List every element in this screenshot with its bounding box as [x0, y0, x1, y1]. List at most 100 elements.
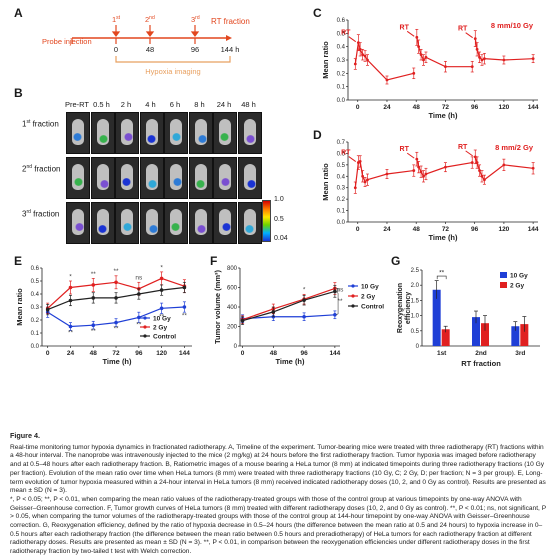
tumor-signal: [75, 223, 84, 231]
y-tick-label: 0.2: [337, 71, 346, 77]
data-point: [333, 313, 337, 317]
significance-mark: **: [136, 322, 142, 329]
caption-title: Figure 4.: [10, 431, 40, 440]
y-tick-label: 200: [227, 325, 238, 331]
data-point: [182, 285, 187, 290]
x-tick-label: 144: [179, 350, 190, 357]
legend-marker: [143, 316, 147, 320]
data-point: [68, 298, 73, 303]
mouse-image: [164, 157, 188, 199]
mouse-image: [115, 112, 139, 154]
data-point: [417, 45, 421, 49]
timeline-event-3rd: 3: [191, 15, 195, 24]
data-point: [114, 280, 118, 285]
y-tick-label: 0.0: [31, 344, 40, 350]
colorbar-tick-mid: 0.5: [274, 216, 284, 223]
y-tick-label: 2.5: [411, 268, 420, 274]
tumor-signal: [124, 133, 133, 141]
tumor-signal: [195, 180, 205, 188]
data-point: [302, 314, 306, 319]
y-tick-label: 0.1: [337, 85, 346, 91]
y-tick-label: 0.6: [337, 18, 346, 24]
data-point: [470, 65, 474, 69]
x-tick-label: 96: [471, 104, 479, 111]
mouse-silhouette: [121, 164, 133, 190]
tumor-signal: [74, 178, 83, 186]
y-tick-label: 0.1: [337, 209, 346, 215]
mouse-silhouette: [72, 209, 84, 235]
figure-caption: Figure 4. Real-time monitoring tumor hyp…: [10, 431, 546, 557]
tumor-signal: [173, 178, 182, 186]
rt-marker-label: RT: [341, 30, 351, 37]
timeline-diagram: 1st 2nd 3rd RT fraction Probe injection …: [42, 15, 250, 76]
colorbar-tick-min: 0.04: [274, 235, 288, 242]
panel-label-a: A: [14, 6, 23, 20]
data-point: [91, 323, 96, 327]
timeline-tick-48: 48: [146, 45, 154, 54]
significance-mark: **: [114, 268, 120, 275]
legend-label: 10 Gy: [153, 316, 171, 323]
data-point: [531, 166, 535, 170]
x-axis-label: Time (h): [428, 111, 458, 120]
y-tick-label: 0: [234, 344, 238, 350]
y-tick-label: 800: [227, 266, 238, 272]
category-label: 3rd: [515, 350, 525, 357]
data-point: [444, 165, 447, 169]
mouse-silhouette: [121, 119, 133, 145]
hypoxia-imaging-label: Hypoxia imaging: [145, 67, 200, 76]
tumor-signal: [99, 180, 109, 188]
data-point: [470, 161, 474, 164]
svg-text:1st: 1st: [112, 15, 121, 24]
mouse-silhouette: [219, 164, 231, 190]
data-point: [361, 174, 365, 178]
tumor-signal: [171, 223, 180, 231]
mouse-image: [66, 157, 90, 199]
tumor-signal: [196, 225, 206, 233]
mouse-image: [115, 157, 139, 199]
mouse-image: [139, 157, 164, 199]
legend-marker: [143, 334, 147, 338]
row-label-2nd: 2nd fraction: [22, 164, 61, 174]
series-line: [242, 314, 335, 320]
x-tick-label: 24: [67, 350, 75, 357]
timeline-event-2nd: 2: [145, 15, 149, 24]
legend-label: Control: [153, 334, 176, 341]
column-label: 4 h: [145, 100, 156, 109]
y-axis-label: Mean ratio: [321, 41, 330, 79]
row-label-1st: 1st fraction: [22, 119, 59, 129]
data-point: [473, 37, 477, 41]
rt-marker-label: RT: [341, 150, 351, 157]
data-point: [419, 170, 423, 174]
data-point: [333, 289, 337, 294]
tumor-signal: [123, 223, 132, 231]
x-tick-label: 48: [90, 350, 98, 357]
rt-marker-arrow: [348, 156, 357, 162]
column-label: 8 h: [194, 100, 205, 109]
bar: [481, 323, 489, 346]
mouse-image: [66, 202, 90, 244]
y-tick-label: 600: [227, 286, 238, 292]
caption-paragraph-1: Real-time monitoring tumor hypoxia dynam…: [10, 443, 546, 495]
data-point: [483, 178, 486, 182]
data-point: [114, 296, 118, 300]
significance-mark: **: [68, 329, 74, 336]
category-label: 2nd: [475, 350, 487, 357]
tumor-signal: [147, 180, 157, 188]
rt-marker-arrow: [406, 30, 415, 37]
mouse-image: [237, 112, 262, 154]
y-tick-label: 0.6: [31, 266, 40, 272]
tumor-signal: [98, 135, 108, 143]
x-tick-label: 24: [383, 104, 391, 111]
mouse-image: [115, 202, 139, 244]
y-tick-label: 0.6: [337, 151, 346, 157]
mouse-silhouette: [219, 119, 231, 145]
timeline-tick-144: 144 h: [221, 45, 240, 54]
tumor-signal: [222, 223, 231, 231]
mouse-image: [90, 157, 115, 199]
mouse-image: [139, 112, 164, 154]
row-label-3rd: 3rd fraction: [22, 209, 60, 219]
significance-mark: **: [91, 271, 97, 278]
column-label: 6 h: [169, 100, 181, 109]
data-point: [412, 71, 416, 75]
data-point: [363, 54, 367, 58]
